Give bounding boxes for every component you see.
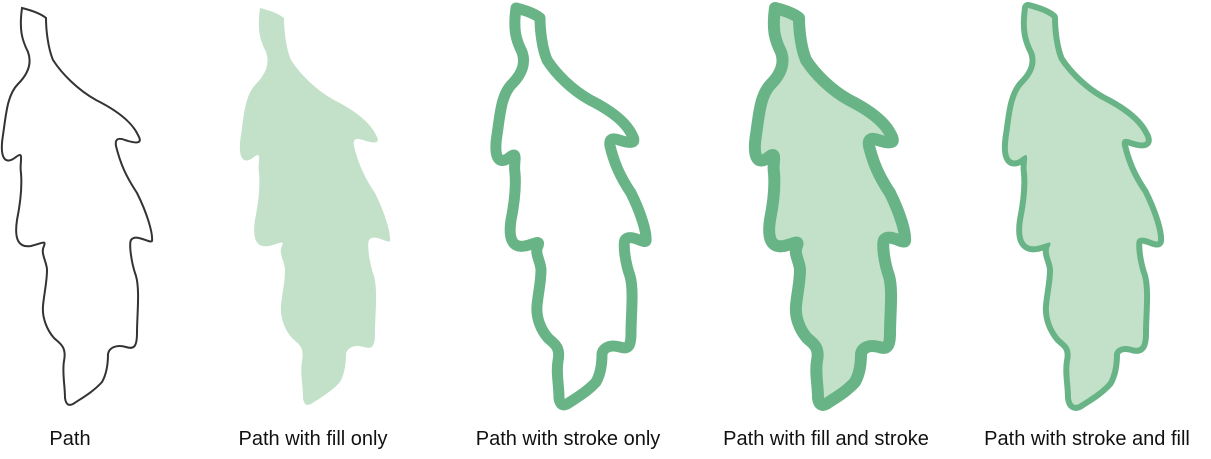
leaf-path-stroke-and-fill bbox=[1008, 8, 1158, 405]
label-stroke-only: Path with stroke only bbox=[475, 428, 661, 450]
label-stroke-and-fill: Path with stroke and fill bbox=[984, 428, 1190, 450]
label-path: Path bbox=[49, 428, 91, 450]
leaf-shapes bbox=[0, 0, 1211, 420]
leaf-path-outline bbox=[0, 7, 154, 406]
leaf-path-fill-and-stroke bbox=[755, 8, 905, 405]
label-fill-and-stroke: Path with fill and stroke bbox=[723, 428, 929, 450]
leaf-path-stroke-only bbox=[496, 8, 646, 405]
label-fill-only: Path with fill only bbox=[238, 428, 388, 450]
leaf-path-fill-only bbox=[239, 8, 391, 405]
